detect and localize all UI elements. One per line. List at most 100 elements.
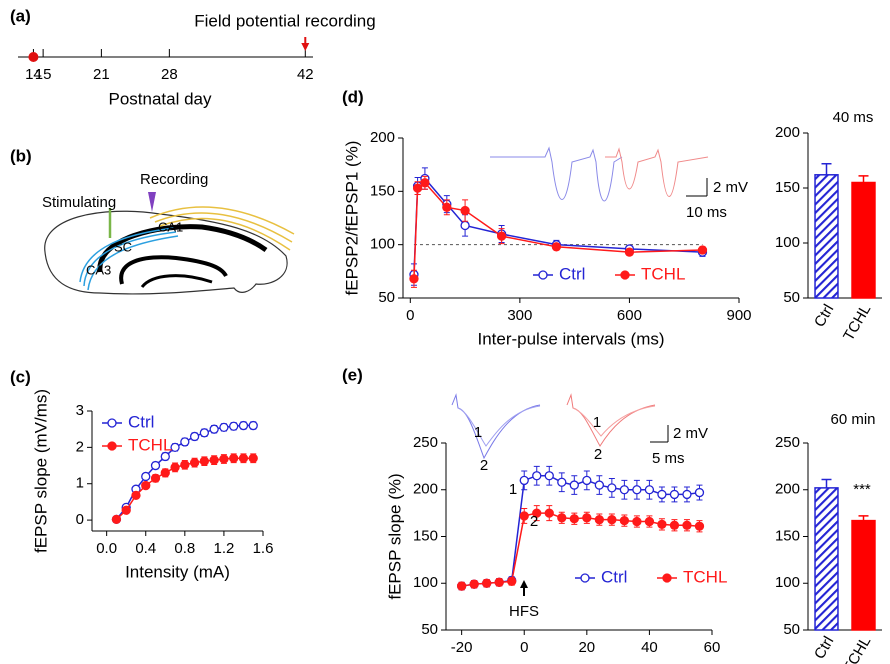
data-point (219, 422, 229, 433)
y-axis-label: fEPSP slope (%) (385, 473, 404, 599)
y-tick-label: 3 (76, 402, 84, 419)
data-point (460, 220, 470, 231)
data-point (582, 475, 592, 486)
panel-label: (d) (342, 87, 364, 106)
data-point (694, 487, 705, 498)
data-point (180, 460, 190, 470)
data-point (170, 462, 180, 473)
data-point (624, 247, 635, 257)
legend-label: TCHL (683, 567, 727, 586)
legend-label: TCHL (128, 435, 172, 454)
bar (814, 487, 839, 631)
y-axis-label: fEPSP slope (mV/ms) (31, 389, 50, 553)
legend-marker (107, 418, 117, 428)
diagram-label: CA3 (86, 262, 111, 277)
y-tick-label: 50 (783, 289, 800, 306)
data-point (644, 485, 655, 495)
diagram-label: SC (114, 239, 132, 254)
annotation: 5 ms (652, 450, 685, 467)
trace-inset (451, 393, 541, 460)
x-tick-label: TCHL (840, 633, 874, 664)
legend-label: TCHL (641, 264, 685, 283)
y-tick-label: 50 (378, 289, 395, 306)
annotation: 2 mV (713, 179, 748, 196)
data-point (632, 485, 642, 495)
legend-marker (580, 573, 590, 583)
dentate-gyrus (140, 274, 213, 289)
data-point (420, 178, 430, 188)
annotation: 1 (509, 481, 517, 498)
trace-inset (490, 146, 623, 202)
panel-label: (e) (342, 365, 363, 384)
data-point (238, 453, 249, 463)
series-line (413, 177, 703, 275)
y-tick-label: 200 (413, 481, 438, 498)
data-point (219, 454, 229, 464)
y-tick-label: 2 (76, 438, 84, 455)
legend-marker (662, 573, 672, 583)
data-point (607, 515, 617, 525)
legend-marker (107, 441, 117, 451)
data-point (694, 521, 705, 531)
data-point (412, 183, 423, 193)
bar (814, 174, 839, 299)
data-point (619, 515, 630, 526)
data-point (189, 457, 200, 468)
data-point (150, 460, 161, 471)
data-point (544, 508, 554, 518)
legend-marker (620, 270, 630, 280)
y-tick-label: 150 (413, 527, 438, 544)
x-tick-label: -20 (451, 639, 473, 656)
data-point (682, 520, 692, 530)
data-point (482, 578, 492, 588)
x-tick-label: 20 (578, 639, 595, 656)
annotation: 1 (593, 414, 601, 431)
x-axis-label: Time (min) (539, 661, 620, 664)
annotation: 10 ms (686, 204, 727, 221)
data-point (519, 511, 529, 521)
data-point (180, 437, 190, 447)
trace-inset (605, 147, 709, 197)
trace-inset (572, 405, 656, 437)
data-point (160, 451, 170, 462)
data-point (248, 420, 258, 431)
y-tick-label: 250 (775, 434, 800, 451)
data-point (507, 576, 517, 587)
data-point (632, 516, 642, 527)
data-point (170, 442, 180, 453)
data-point (248, 453, 258, 463)
outline (44, 210, 288, 295)
panel-label: (b) (10, 146, 32, 165)
data-point (456, 581, 467, 591)
recording-electrode (148, 192, 156, 212)
error-bar (858, 175, 869, 183)
data-point (582, 513, 592, 523)
start-marker (28, 52, 39, 62)
data-point (160, 468, 170, 478)
x-tick-label: 14 (25, 66, 42, 83)
error-bar (821, 478, 832, 488)
data-point (569, 514, 579, 524)
trace-inset (457, 405, 541, 447)
error-bar (821, 163, 832, 175)
y-tick-label: 50 (421, 621, 438, 638)
y-tick-label: 50 (783, 621, 800, 638)
y-tick-label: 150 (775, 179, 800, 196)
y-tick-label: 1 (76, 475, 84, 492)
data-point (238, 420, 249, 431)
dentate-gyrus (119, 255, 228, 285)
data-point (669, 520, 680, 530)
x-tick-label: Ctrl (811, 301, 837, 330)
data-point (121, 505, 131, 515)
data-point (229, 421, 239, 431)
data-point (569, 480, 579, 490)
data-point (141, 471, 151, 482)
ca1-fiber (149, 206, 295, 235)
annotation: 2 (530, 513, 538, 530)
y-tick-label: 100 (775, 574, 800, 591)
timeline-title: Field potential recording (194, 11, 375, 30)
y-tick-label: 200 (370, 129, 395, 146)
data-point (229, 453, 239, 463)
data-point (496, 231, 507, 241)
